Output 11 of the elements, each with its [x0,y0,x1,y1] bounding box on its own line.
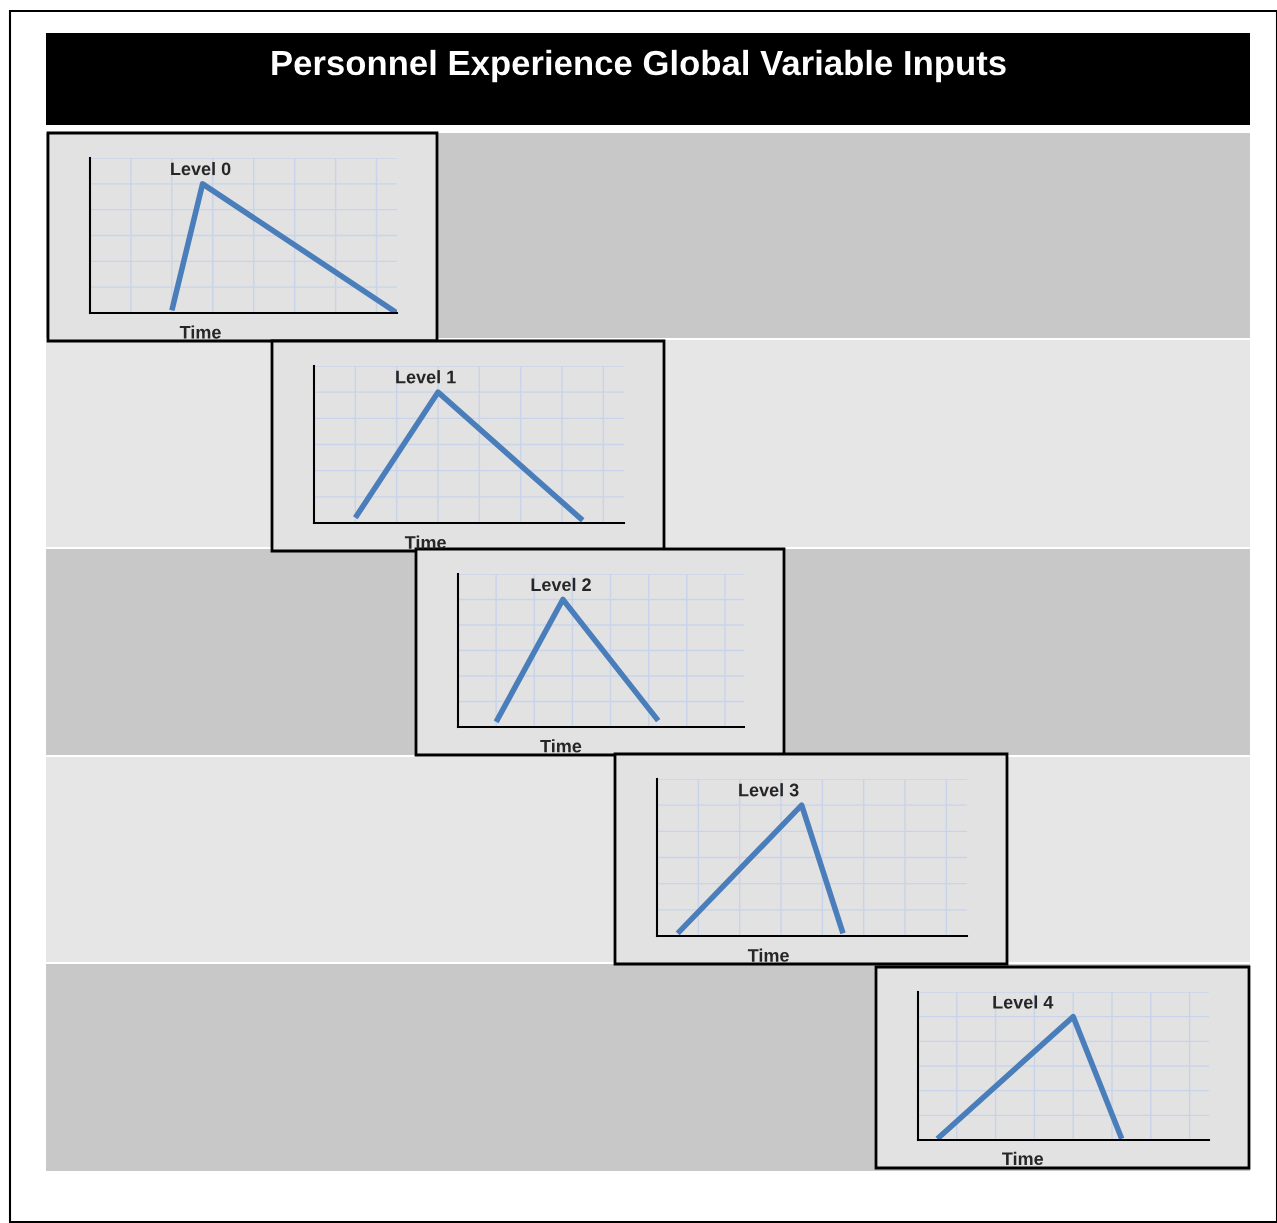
x-axis-title: Time [747,948,789,962]
chart-title: Level 0 [171,161,231,176]
chart-title: Level 1 [396,370,456,384]
chart-title: Level 2 [531,577,591,592]
chart-title: Level 4 [993,995,1054,1009]
x-axis-title: Time [179,325,221,339]
text: Personnel Experience Global Variable Inputs [272,49,1006,83]
x-axis-title: Time [404,535,446,549]
x-axis-title: Time [540,739,582,753]
chart-title: Level 3 [739,783,799,797]
x-axis-title: Time [1002,1151,1044,1166]
